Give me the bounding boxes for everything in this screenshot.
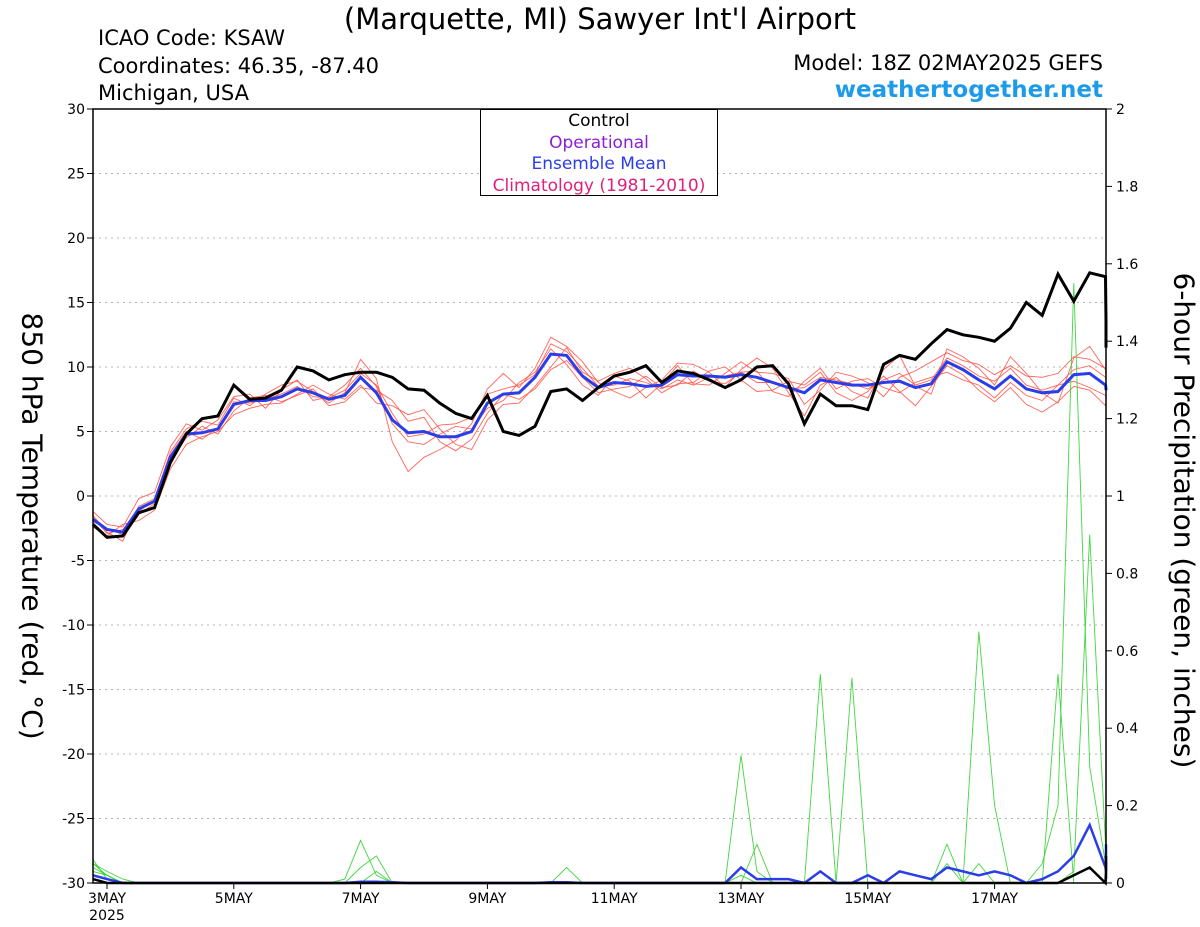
temperature-member-line bbox=[92, 360, 1107, 536]
axis-ticks: 302520151050-5-10-15-20-25-3021.81.61.41… bbox=[62, 102, 1138, 924]
legend: Control Operational Ensemble Mean Climat… bbox=[480, 109, 718, 196]
y-tick-label-left: 20 bbox=[67, 231, 85, 247]
model-run: Model: 18Z 02MAY2025 GEFS bbox=[793, 51, 1103, 75]
ensemble-mean-temp-line bbox=[92, 352, 1108, 534]
precipitation-member-line bbox=[92, 870, 1106, 884]
precipitation-member-line bbox=[92, 673, 1107, 884]
coordinates: Coordinates: 46.35, -87.40 bbox=[98, 54, 379, 78]
x-tick-label: 7MAY bbox=[342, 891, 380, 907]
y-tick-label-left: -10 bbox=[62, 618, 85, 634]
y-tick-label-right: 0.2 bbox=[1116, 799, 1138, 815]
x-tick-label: 3MAY bbox=[88, 891, 126, 907]
y-tick-label-left: 30 bbox=[67, 102, 85, 118]
x-tick-label: 5MAY bbox=[215, 891, 253, 907]
y-tick-label-left: -25 bbox=[62, 812, 85, 828]
precipitation-member-line bbox=[92, 863, 1106, 884]
y-tick-label-right: 1.2 bbox=[1116, 412, 1138, 428]
temperature-member-line bbox=[92, 346, 1107, 537]
x-tick-label: 17MAY bbox=[971, 891, 1018, 907]
ensemble-temperature-members bbox=[92, 336, 1107, 542]
y-tick-label-right: 0.8 bbox=[1116, 566, 1138, 582]
y-tick-label-right: 0.4 bbox=[1116, 721, 1138, 737]
y-tick-label-left: 25 bbox=[67, 167, 85, 183]
chart-title: (Marquette, MI) Sawyer Int'l Airport bbox=[343, 2, 857, 36]
y-tick-label-left: 15 bbox=[67, 296, 85, 312]
y-tick-label-left: -5 bbox=[71, 554, 85, 570]
y-tick-label-right: 1.8 bbox=[1116, 179, 1138, 195]
ensemble-precipitation-members bbox=[92, 283, 1107, 885]
precipitation-member-line bbox=[92, 283, 1107, 884]
y-tick-label-right: 1.6 bbox=[1116, 257, 1138, 273]
y-tick-label-right: 0 bbox=[1116, 876, 1125, 892]
legend-operational: Operational bbox=[549, 132, 649, 153]
x-tick-label: 11MAY bbox=[591, 891, 638, 907]
y-tick-label-left: -30 bbox=[62, 876, 85, 892]
x-tick-sublabel: 2025 bbox=[89, 908, 125, 924]
temperature-member-line bbox=[92, 336, 1107, 542]
y-axis-label-right: 6-hour Precipitation (green, inches) bbox=[1167, 272, 1200, 769]
site-link[interactable]: weathertogether.net bbox=[834, 77, 1103, 103]
legend-ensemble-mean: Ensemble Mean bbox=[531, 154, 667, 174]
y-axis-label-left: 850 hPa Temperature (red, °C) bbox=[15, 312, 49, 740]
precipitation-member-line bbox=[92, 341, 1107, 885]
ensemble-mean-precip-line bbox=[92, 821, 1108, 885]
y-tick-label-right: 0.6 bbox=[1116, 644, 1138, 660]
y-tick-label-left: 0 bbox=[76, 489, 85, 505]
y-tick-label-right: 2 bbox=[1116, 102, 1125, 118]
temperature-member-line bbox=[92, 343, 1107, 534]
x-tick-label: 9MAY bbox=[468, 891, 506, 907]
legend-control: Control bbox=[568, 111, 630, 131]
y-tick-label-right: 1 bbox=[1116, 489, 1125, 505]
y-tick-label-left: 5 bbox=[76, 425, 85, 441]
y-tick-label-left: -20 bbox=[62, 747, 85, 763]
legend-climatology: Climatology (1981-2010) bbox=[492, 175, 706, 196]
y-tick-label-left: 10 bbox=[67, 360, 85, 376]
region: Michigan, USA bbox=[98, 81, 249, 105]
main-series bbox=[91, 270, 1108, 886]
x-tick-label: 15MAY bbox=[844, 891, 891, 907]
icao-code: ICAO Code: KSAW bbox=[98, 26, 286, 50]
gridlines bbox=[93, 173, 1106, 819]
x-tick-label: 13MAY bbox=[718, 891, 765, 907]
y-tick-label-left: -15 bbox=[62, 683, 85, 699]
y-tick-label-right: 1.4 bbox=[1116, 334, 1138, 350]
control-temp-line bbox=[91, 270, 1108, 539]
